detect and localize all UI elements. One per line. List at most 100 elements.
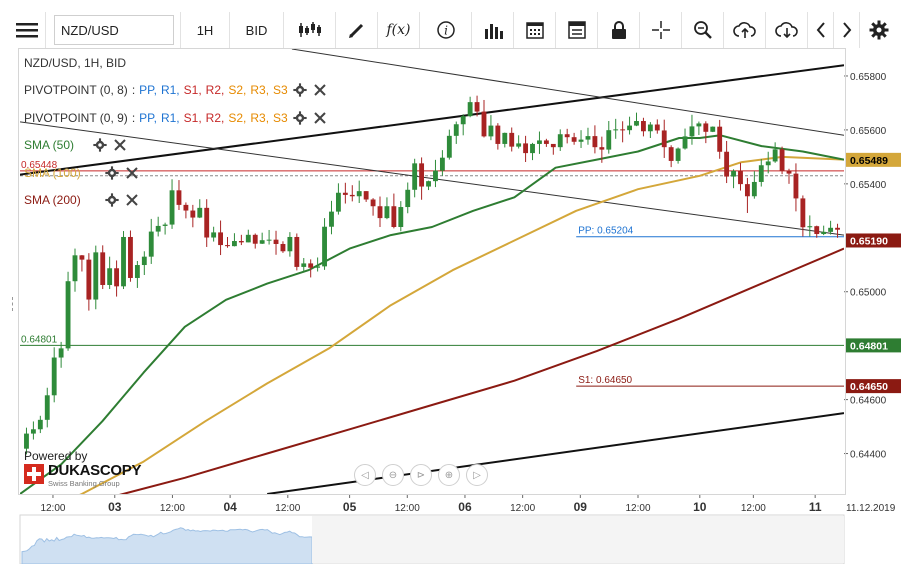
candle-body: [72, 255, 78, 282]
candle: [308, 259, 314, 278]
candle: [647, 122, 653, 138]
candle: [190, 204, 196, 228]
gear-icon[interactable]: [292, 110, 308, 126]
candle: [557, 129, 563, 151]
close-icon[interactable]: [112, 137, 128, 153]
candle: [696, 121, 702, 136]
candle-body: [287, 236, 293, 252]
candle: [86, 253, 92, 311]
studies-button[interactable]: [472, 12, 514, 48]
candle: [543, 138, 549, 147]
gear-icon[interactable]: [292, 82, 308, 98]
candle: [661, 119, 667, 158]
candle-body: [481, 111, 487, 137]
nav-zoom-in-button[interactable]: ⊕: [438, 464, 460, 486]
nav-back-button[interactable]: ◁: [354, 464, 376, 486]
crosshair-button[interactable]: [640, 12, 682, 48]
candle-body: [634, 121, 639, 126]
legend-sma-100: SMA (100): [24, 165, 140, 181]
candle-body: [308, 263, 314, 268]
candle: [259, 232, 265, 244]
crosshair-icon: [651, 20, 671, 40]
close-icon[interactable]: [312, 82, 328, 98]
candle: [446, 129, 452, 160]
zoom-button[interactable]: [682, 12, 724, 48]
candle: [141, 251, 147, 276]
settings-button[interactable]: [860, 12, 898, 48]
timeframe-label: 1H: [196, 22, 214, 38]
candle: [793, 163, 799, 212]
candle-body: [93, 252, 99, 300]
download-icon: [774, 20, 799, 40]
candle-body: [537, 140, 542, 144]
candle-body: [342, 192, 348, 195]
nav-reset-button[interactable]: ⊳: [410, 464, 432, 486]
candle: [606, 121, 612, 154]
candle-body: [751, 181, 757, 197]
timeframe-select[interactable]: 1H: [180, 12, 230, 48]
nav-forward-button[interactable]: ▷: [466, 464, 488, 486]
x-tick-label: 12:00: [625, 503, 650, 514]
candle: [821, 225, 827, 236]
candle-body: [550, 143, 556, 148]
reset-icon: ⊳: [416, 469, 426, 481]
candle: [93, 245, 99, 310]
candle: [523, 135, 529, 163]
nav-zoom-out-button[interactable]: ⊖: [382, 464, 404, 486]
function-icon: f(x): [386, 22, 411, 38]
zoom-icon: [693, 20, 713, 40]
chart-type-button[interactable]: [284, 12, 336, 48]
candle: [751, 171, 757, 199]
chevron-right-icon: [842, 22, 852, 38]
chevron-left-icon: [816, 22, 826, 38]
x-tick-label: 12:00: [160, 503, 185, 514]
report-button[interactable]: [556, 12, 598, 48]
gear-icon[interactable]: [104, 192, 120, 208]
close-icon[interactable]: [124, 192, 140, 208]
pivot2-levels: PP, R1, S1, R2, S2, R3, S3: [139, 111, 288, 125]
price-type-select[interactable]: BID: [230, 12, 284, 48]
pivot-level-s1: S1,: [183, 83, 202, 97]
close-icon[interactable]: [124, 165, 140, 181]
panel-resize-handle[interactable]: [12, 297, 16, 311]
candle-body: [155, 225, 161, 232]
candle: [176, 180, 182, 211]
pivot1-name: PIVOTPOINT (0, 8): [24, 83, 128, 97]
gear-icon[interactable]: [104, 165, 120, 181]
candle-body: [571, 137, 577, 142]
info-button[interactable]: i: [420, 12, 472, 48]
gear-icon[interactable]: [92, 137, 108, 153]
menu-button[interactable]: [8, 12, 46, 48]
candle-body: [121, 236, 126, 287]
zoom-out-icon: ⊖: [388, 469, 398, 481]
price-tag-label: 0.65190: [850, 235, 888, 247]
trendline-down-channel-bottom: [20, 121, 844, 236]
candle-body: [523, 143, 529, 154]
close-icon[interactable]: [312, 110, 328, 126]
chart-frame: [18, 48, 846, 495]
candle: [509, 127, 515, 152]
y-tick-label: 0.64400: [850, 450, 887, 461]
lock-button[interactable]: [598, 12, 640, 48]
candle: [65, 271, 71, 351]
candle: [211, 226, 217, 242]
candle-body: [502, 132, 508, 144]
menu-icon: [15, 22, 38, 38]
candle: [419, 157, 425, 200]
upload-button[interactable]: [724, 12, 766, 48]
scroll-left-button[interactable]: [808, 12, 834, 48]
candle-body: [398, 207, 404, 227]
indicators-button[interactable]: f(x): [378, 12, 420, 48]
draw-button[interactable]: [336, 12, 378, 48]
candle: [280, 241, 286, 253]
instrument-select[interactable]: NZD/USD: [54, 15, 174, 45]
svg-text:i: i: [444, 24, 448, 38]
candle: [682, 128, 688, 150]
download-button[interactable]: [766, 12, 808, 48]
calendar-button[interactable]: [514, 12, 556, 48]
scroll-right-button[interactable]: [834, 12, 860, 48]
candle-body: [474, 102, 480, 112]
pivot-level-r2: R2,: [205, 83, 225, 97]
legend-title: NZD/USD, 1H, BID: [24, 56, 126, 70]
